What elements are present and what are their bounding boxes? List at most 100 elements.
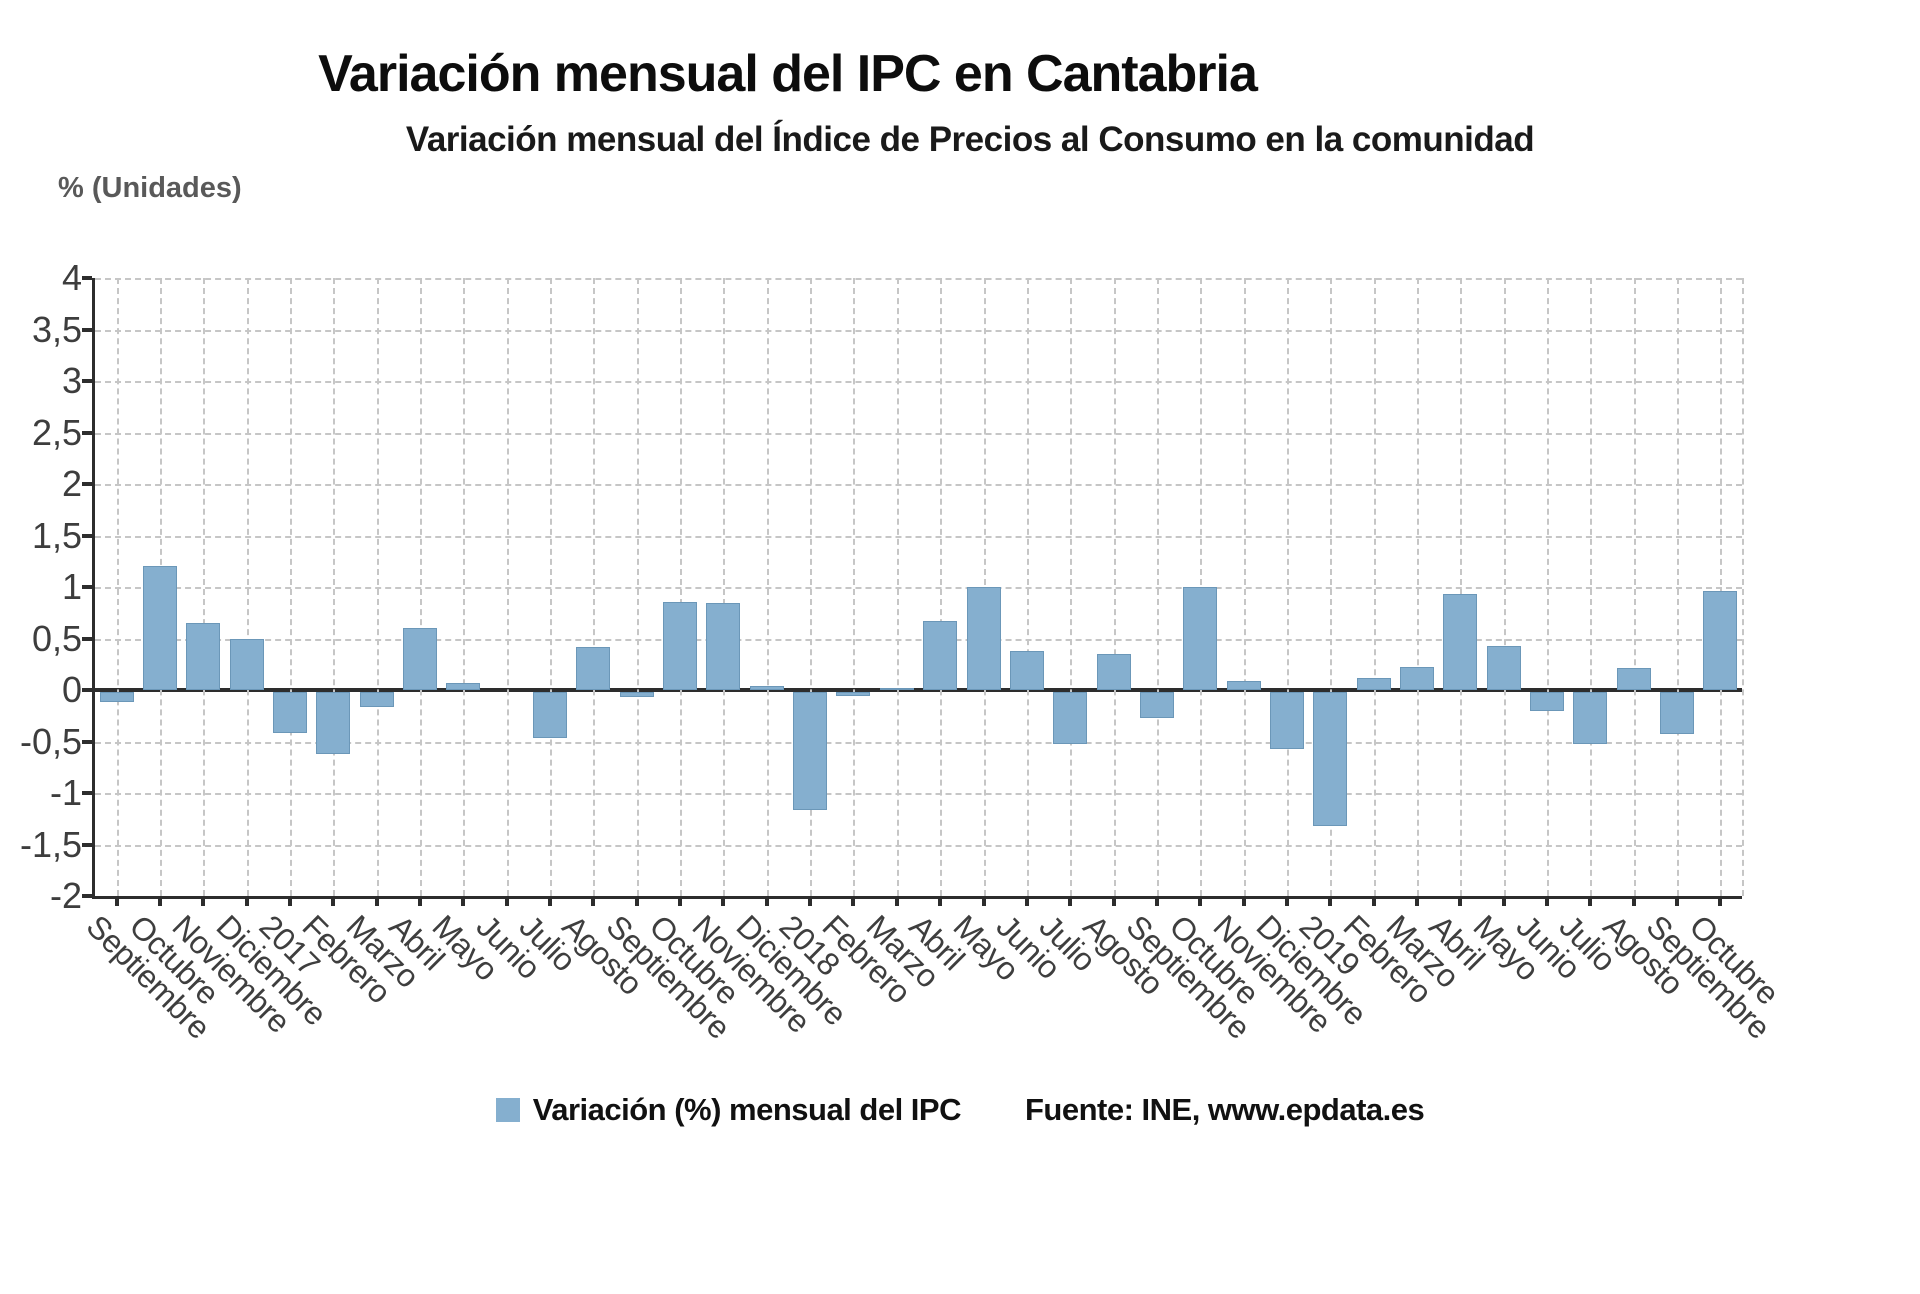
bar (706, 603, 741, 690)
chart-title: Variación mensual del IPC en Cantabria (318, 45, 1258, 103)
bar (446, 682, 481, 690)
v-gridline (116, 278, 119, 896)
x-axis-tick (1068, 896, 1073, 906)
x-axis-tick (678, 896, 683, 906)
x-axis-tick (1284, 896, 1289, 906)
x-axis-tick (504, 896, 509, 906)
y-axis-label: -2 (49, 875, 82, 916)
bar (1183, 587, 1218, 690)
y-axis-label: 1 (61, 566, 82, 607)
bar (966, 587, 1001, 690)
v-gridline (203, 278, 206, 896)
bar (1226, 680, 1261, 690)
y-axis-tick (82, 842, 92, 847)
bar (316, 692, 351, 754)
v-gridline (1286, 278, 1289, 896)
v-gridline (1026, 278, 1029, 896)
y-axis-label: 3 (61, 360, 82, 401)
x-axis-tick (1588, 896, 1593, 906)
v-gridline (1330, 278, 1333, 896)
bar (403, 628, 438, 690)
v-gridline (1720, 278, 1723, 896)
y-axis-tick (82, 585, 92, 589)
x-axis-tick (158, 896, 162, 906)
y-axis-title: % (Unidades) (58, 172, 242, 204)
v-gridline (1546, 278, 1549, 896)
bar (359, 692, 394, 708)
bar (619, 692, 654, 698)
v-gridline (1590, 278, 1593, 896)
x-axis-tick (461, 896, 466, 906)
bar (1659, 692, 1694, 735)
bar (1313, 692, 1348, 826)
y-axis-tick (82, 791, 92, 795)
h-gridline (95, 741, 1742, 744)
bar (1269, 692, 1304, 749)
y-axis-tick (82, 430, 92, 435)
bar (836, 692, 871, 697)
x-axis-tick (1631, 896, 1636, 906)
x-axis-tick (418, 896, 423, 906)
v-gridline (853, 278, 856, 896)
y-axis-tick (82, 276, 92, 280)
x-axis-tick (548, 896, 553, 906)
x-axis-tick (114, 896, 119, 906)
v-gridline (810, 278, 813, 896)
x-axis-tick (374, 896, 379, 906)
x-axis-tick (1458, 896, 1463, 906)
y-axis-tick (82, 636, 92, 641)
legend-row: Variación (%) mensual del IPC Fuente: IN… (0, 1092, 1920, 1128)
bar (1529, 692, 1564, 711)
bar (879, 687, 914, 690)
v-gridline (1373, 278, 1376, 896)
y-axis-tick (82, 688, 92, 692)
plot-area (82, 276, 1744, 906)
y-axis-tick (82, 327, 92, 332)
x-axis-tick (1718, 896, 1723, 906)
x-axis-tick (1111, 896, 1116, 906)
x-axis-tick (1544, 896, 1549, 906)
bar (143, 566, 177, 690)
v-gridline (636, 278, 639, 896)
bar (576, 646, 611, 690)
v-gridline (940, 278, 943, 896)
v-gridline (1113, 278, 1116, 896)
bar (1443, 594, 1478, 690)
h-gridline (95, 793, 1742, 795)
v-gridline (333, 278, 336, 896)
x-axis-tick (591, 896, 596, 906)
v-gridline (420, 278, 423, 896)
chart-subtitle: Variación mensual del Índice de Precios … (405, 120, 1535, 159)
x-axis-tick (721, 896, 726, 906)
v-gridline (896, 278, 899, 896)
v-gridline (463, 278, 466, 896)
h-gridline (95, 329, 1742, 332)
source-label: Fuente: INE, www.epdata.es (1024, 1092, 1425, 1127)
bar (923, 620, 958, 690)
plot-right-border (1742, 278, 1744, 896)
bar (1009, 650, 1044, 690)
x-axis-tick (764, 896, 769, 906)
h-gridline (95, 381, 1742, 383)
x-axis-tick (1241, 896, 1246, 906)
bar (1096, 653, 1131, 690)
h-gridline (95, 484, 1742, 486)
y-axis-label: 0,5 (31, 617, 82, 659)
bar (1356, 677, 1391, 690)
x-axis-tick (1198, 896, 1203, 906)
bar (99, 692, 134, 703)
y-axis-label: 4 (61, 257, 82, 298)
v-gridline (1416, 278, 1419, 896)
v-gridline (723, 278, 726, 896)
v-gridline (246, 278, 249, 896)
v-gridline (680, 278, 683, 896)
x-axis-tick (1501, 896, 1506, 906)
v-gridline (290, 278, 293, 896)
bar (1139, 692, 1174, 718)
v-gridline (1460, 278, 1463, 896)
y-axis-labels: 4 3,5 3 2,5 2 1,5 1 0,5 0 -0,5 -1 -1,5 -2 (0, 257, 82, 916)
y-axis-label: 3,5 (31, 308, 82, 350)
y-axis-tick (82, 894, 92, 898)
v-gridline (1503, 278, 1506, 896)
